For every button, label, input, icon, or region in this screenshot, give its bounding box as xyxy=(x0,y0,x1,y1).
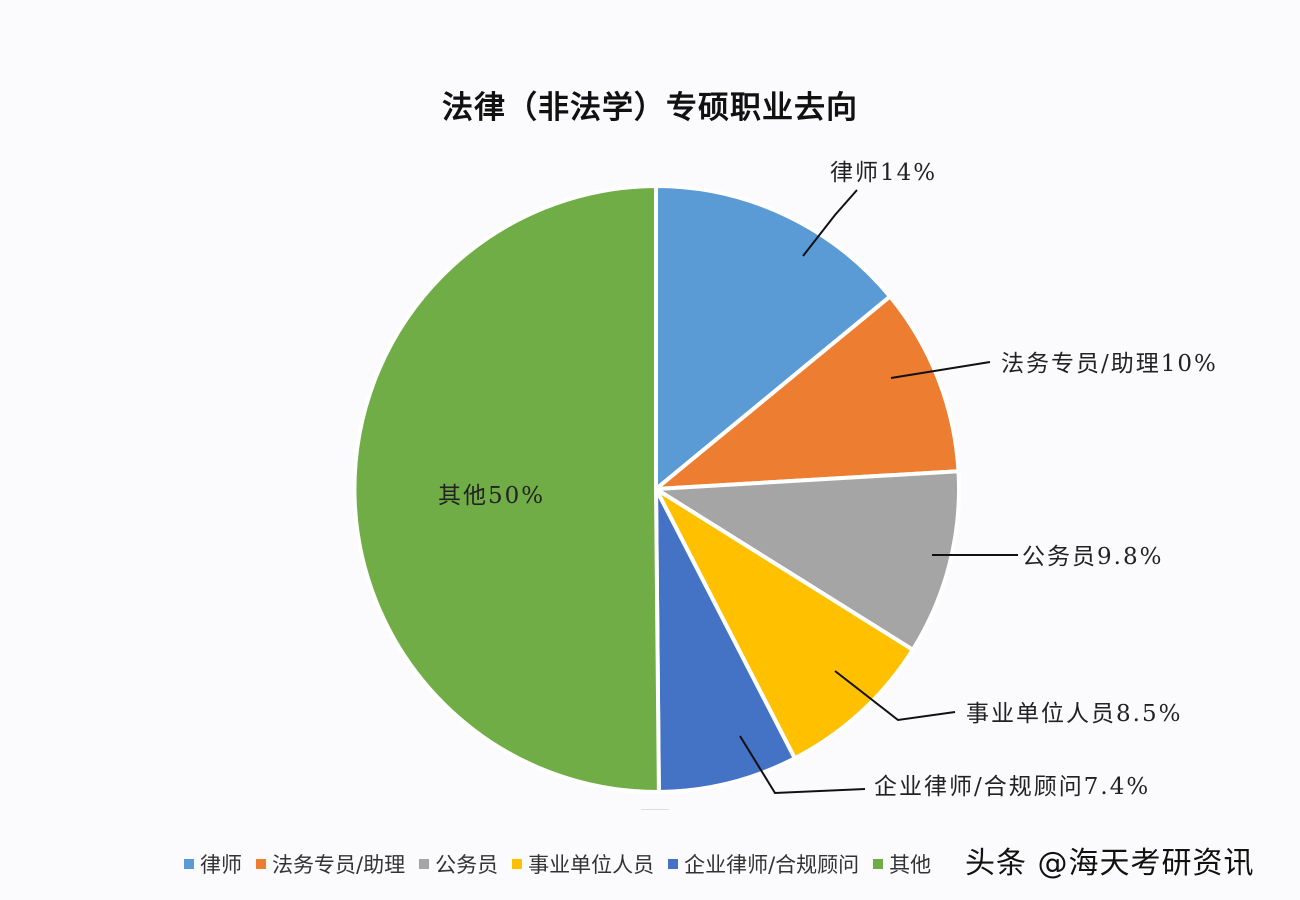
pie-slice-other xyxy=(352,184,661,795)
data-label-corporate-counsel: 企业律师/合规顾问7.4% xyxy=(874,774,1151,800)
legend-label: 律师 xyxy=(200,853,242,877)
legend-swatch-icon xyxy=(419,859,430,869)
leader-line-lawyer xyxy=(802,189,858,257)
leader-line-corporate-counsel xyxy=(739,735,866,795)
legend-item-public-institution: 事业单位人员 xyxy=(512,849,654,879)
legend-item-corporate-counsel: 企业律师/合规顾问 xyxy=(668,849,859,879)
legend-label: 公务员 xyxy=(435,853,499,877)
legend-label: 法务专员/助理 xyxy=(272,853,406,877)
legend-label: 其他 xyxy=(889,853,932,877)
legend-label: 企业律师/合规顾问 xyxy=(684,853,860,877)
legend-item-civil-servant: 公务员 xyxy=(419,849,498,879)
legend-swatch-icon xyxy=(512,859,523,869)
pie-slice-civil-servant xyxy=(654,469,961,652)
data-label-other: 其他50% xyxy=(438,483,546,509)
divider xyxy=(641,809,669,810)
legend-item-legal-specialist: 法务专员/助理 xyxy=(256,849,405,879)
legend-swatch-icon xyxy=(668,859,679,869)
legend-swatch-icon xyxy=(256,859,266,869)
data-label-legal-specialist: 法务专员/助理10% xyxy=(1001,351,1218,377)
leader-line-legal-specialist xyxy=(890,361,991,379)
watermark: 头条 @海天考研资讯 xyxy=(965,846,1255,881)
legend-swatch-icon xyxy=(184,859,194,869)
data-label-public-institution: 事业单位人员8.5% xyxy=(966,701,1183,727)
legend-item-lawyer: 律师 xyxy=(184,849,242,879)
pie-slice-lawyer xyxy=(654,184,892,491)
pie-slice-public-institution xyxy=(654,487,915,761)
legend-swatch-icon xyxy=(873,859,884,869)
leader-line-public-institution xyxy=(834,670,956,722)
legend-label: 事业单位人员 xyxy=(528,853,655,877)
data-label-lawyer: 律师14% xyxy=(830,160,938,186)
legend-item-other: 其他 xyxy=(873,849,931,879)
pie-slice-corporate-counsel xyxy=(654,487,797,794)
data-label-civil-servant: 公务员9.8% xyxy=(1022,544,1164,570)
chart-title: 法律（非法学）专硕职业去向 xyxy=(442,90,858,126)
pie-slice-legal-specialist xyxy=(654,294,961,491)
chart-legend: 律师 法务专员/助理 公务员 事业单位人员 企业律师/合规顾问 其他 xyxy=(184,848,931,880)
